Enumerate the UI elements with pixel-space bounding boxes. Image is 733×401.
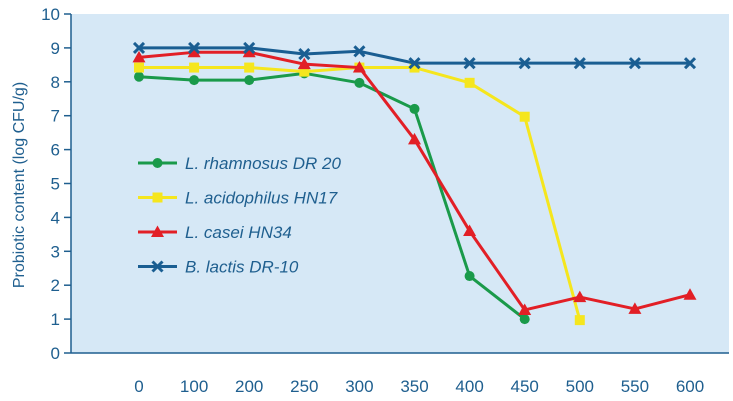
y-axis-ticks: 0 1 2 3 4 5 6 7 8 9 10: [41, 5, 71, 363]
x-tick-label: 350: [400, 377, 428, 396]
y-tick-label: 0: [51, 344, 60, 363]
y-tick-label: 3: [51, 242, 60, 261]
series-point: [464, 271, 475, 282]
x-tick-label: 200: [235, 377, 263, 396]
y-tick-label: 10: [41, 5, 60, 24]
legend-item: B. lactis DR-10: [138, 258, 299, 277]
series-point: [408, 132, 421, 145]
y-tick-label: 7: [51, 107, 60, 126]
legend-label: L. rhamnosus DR 20: [185, 154, 341, 173]
series-point: [132, 50, 146, 63]
series-4: [132, 41, 697, 70]
series-point: [463, 57, 476, 70]
series-point: [353, 45, 366, 58]
legend-item: L. rhamnosus DR 20: [138, 154, 341, 173]
x-tick-label: 0: [134, 377, 143, 396]
series-point: [628, 302, 642, 314]
series-layer: [132, 41, 697, 326]
legend-label: L. casei HN34: [185, 223, 292, 242]
series-point: [354, 77, 365, 88]
x-marker-stroke: [408, 57, 421, 70]
y-tick-label: 8: [51, 73, 60, 92]
series-point: [683, 57, 697, 70]
series-point: [134, 62, 144, 73]
y-tick-label: 1: [51, 310, 60, 329]
series-point: [134, 71, 144, 82]
x-tick-label: 300: [345, 377, 373, 396]
y-axis-title: Probiotic content (log CFU/g): [11, 82, 28, 288]
y-tick-label: 4: [51, 208, 60, 227]
legend-item: L. acidophilus HN17: [138, 189, 338, 208]
series-point: [409, 103, 420, 114]
series-point: [244, 75, 255, 86]
series-point: [463, 224, 477, 236]
series-point: [408, 57, 421, 70]
legend-label: B. lactis DR-10: [185, 258, 299, 277]
series-point: [188, 41, 201, 54]
x-marker-stroke: [132, 41, 146, 54]
series-point: [518, 303, 532, 315]
series-point: [518, 57, 531, 70]
x-axis-ticks: 0 100 200 250 300 350 400 450 500 550 600: [134, 377, 704, 396]
series-point: [683, 288, 697, 300]
x-tick-label: 250: [290, 377, 318, 396]
x-marker-stroke: [628, 57, 641, 70]
x-marker-stroke: [188, 41, 201, 54]
legend-label: L. acidophilus HN17: [185, 189, 338, 208]
x-tick-label: 400: [455, 377, 483, 396]
legend-marker: [152, 192, 163, 203]
series-point: [464, 77, 475, 88]
x-marker-stroke: [151, 260, 164, 273]
series-point: [573, 290, 587, 303]
series-point: [519, 314, 530, 325]
series-point: [187, 45, 201, 58]
legend-marker: [152, 158, 163, 168]
x-marker-stroke: [298, 47, 311, 61]
x-tick-label: 450: [511, 377, 539, 396]
series-point: [519, 111, 530, 122]
series-point: [352, 61, 366, 73]
y-tick-label: 2: [51, 276, 60, 295]
series-line: [138, 71, 526, 321]
x-marker-stroke: [573, 57, 586, 70]
series-point: [298, 47, 311, 61]
x-marker-stroke: [463, 57, 476, 70]
y-tick-label: 6: [51, 141, 60, 160]
x-tick-label: 600: [676, 377, 704, 396]
series-point: [574, 315, 585, 326]
x-tick-label: 100: [180, 377, 208, 396]
x-marker-stroke: [683, 57, 697, 70]
series-point: [242, 45, 256, 58]
series-point: [297, 57, 311, 70]
x-tick-label: 550: [621, 377, 649, 396]
legend: L. rhamnosus DR 20 L. acidophilus HN17 L. …: [138, 154, 341, 277]
legend-marker: [151, 225, 164, 237]
series-point: [299, 66, 310, 77]
series-3: [132, 45, 697, 315]
series-point: [132, 41, 146, 54]
legend-item: L. casei HN34: [138, 223, 292, 242]
series-point: [628, 57, 641, 70]
legend-marker: [151, 260, 164, 273]
series-point: [189, 62, 200, 73]
x-marker-stroke: [353, 45, 366, 58]
series-point: [189, 75, 200, 86]
y-tick-label: 9: [51, 39, 60, 58]
x-tick-label: 500: [566, 377, 594, 396]
x-marker-stroke: [518, 57, 531, 70]
plot-background: [71, 14, 729, 353]
series-point: [243, 41, 256, 54]
y-tick-label: 5: [51, 175, 60, 194]
series-point: [573, 57, 586, 70]
x-marker-stroke: [243, 41, 256, 54]
series-1: [134, 68, 530, 325]
series-point: [409, 62, 420, 73]
series-point: [244, 62, 255, 73]
